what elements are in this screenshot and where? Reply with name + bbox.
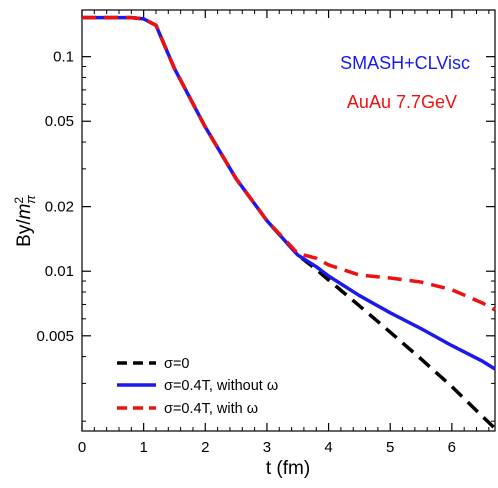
legend-label-sigma-zero: σ=0 xyxy=(164,356,189,372)
x-tick-label: 6 xyxy=(448,439,456,456)
y-tick-label: 0.005 xyxy=(36,328,74,345)
plot-frame xyxy=(81,9,496,432)
annotation-system: AuAu 7.7GeV xyxy=(347,92,457,112)
legend-label-with-omega: σ=0.4T, with ω xyxy=(164,401,258,417)
y-axis-label: By/m2π xyxy=(12,195,38,247)
x-tick-label: 0 xyxy=(78,439,86,456)
annotation-model: SMASH+CLVisc xyxy=(340,53,470,73)
series-sigma-zero xyxy=(82,15,497,430)
legend-label-without-omega: σ=0.4T, without ω xyxy=(164,378,278,394)
x-tick-label: 5 xyxy=(386,439,394,456)
x-tick-label: 2 xyxy=(201,439,209,456)
x-tick-label: 4 xyxy=(324,439,332,456)
axis-ticks: 0 1 2 3 4 5 6 0.005 0.01 0.02 0.05 0.1 xyxy=(36,10,495,456)
y-tick-label: 0.02 xyxy=(45,199,74,216)
legend: σ=0 σ=0.4T, without ω σ=0.4T, with ω xyxy=(117,356,278,417)
x-tick-label: 3 xyxy=(263,439,271,456)
x-axis-label: t (fm) xyxy=(266,458,310,479)
y-tick-label: 0.05 xyxy=(45,113,74,130)
series-layer xyxy=(82,15,497,430)
y-tick-label: 0.01 xyxy=(45,263,74,280)
x-tick-label: 1 xyxy=(139,439,147,456)
series-without-omega xyxy=(82,15,496,371)
y-tick-label: 0.1 xyxy=(53,49,74,66)
